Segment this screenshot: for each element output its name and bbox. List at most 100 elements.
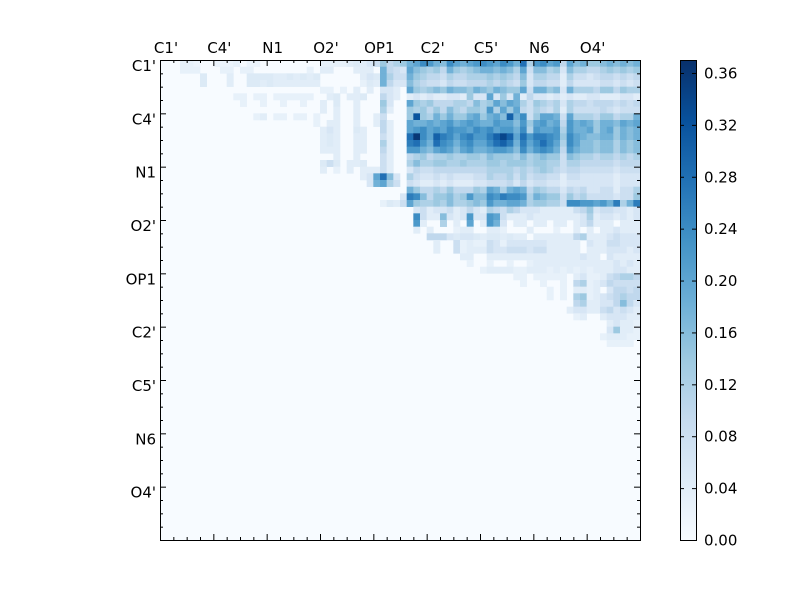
heatmap-cell	[586, 166, 594, 174]
heatmap-cell	[553, 126, 561, 134]
heatmap-cell	[533, 100, 541, 107]
heatmap-cell	[606, 220, 614, 227]
heatmap-cell	[506, 266, 514, 274]
heatmap-cell	[273, 93, 281, 101]
heatmap-cell	[620, 326, 627, 334]
heatmap-cell	[420, 200, 427, 207]
heatmap-cell	[533, 206, 541, 214]
heatmap-cell	[453, 246, 461, 254]
heatmap-cell	[580, 106, 587, 114]
heatmap-cell	[506, 253, 514, 261]
heatmap-cell	[493, 73, 501, 81]
heatmap-cell	[306, 93, 314, 101]
heatmap-cell	[533, 253, 541, 261]
heatmap-cell	[546, 73, 554, 81]
heatmap-cell	[493, 240, 501, 247]
heatmap-cell	[506, 140, 514, 147]
heatmap-cell	[380, 113, 387, 121]
heatmap-cell	[413, 126, 421, 134]
heatmap-cell	[560, 93, 567, 101]
heatmap-cell	[580, 153, 587, 161]
heatmap-cell	[520, 160, 527, 167]
heatmap-cell	[560, 246, 567, 254]
heatmap-cell	[633, 233, 641, 241]
heatmap-cell	[426, 173, 434, 181]
heatmap-cell	[613, 140, 621, 147]
heatmap-cell	[446, 120, 454, 127]
heatmap-cell	[553, 120, 561, 127]
heatmap-cell	[620, 240, 627, 247]
heatmap-cell	[606, 280, 614, 287]
heatmap-cell	[593, 113, 601, 121]
heatmap-cell	[420, 133, 427, 141]
heatmap-cell	[386, 180, 394, 187]
heatmap-cell	[426, 226, 434, 234]
heatmap-cell	[513, 146, 521, 154]
heatmap-cell	[613, 106, 621, 114]
heatmap-cell	[406, 73, 414, 81]
heatmap-cell	[600, 120, 607, 127]
heatmap-cell	[480, 126, 487, 134]
heatmap-cell	[413, 60, 421, 67]
y-tick-label: C4'	[132, 110, 156, 128]
heatmap-cell	[466, 246, 474, 254]
heatmap-cell	[453, 226, 461, 234]
heatmap-cell	[540, 146, 547, 154]
heatmap-cell	[560, 146, 567, 154]
heatmap-cell	[620, 306, 627, 314]
heatmap-cell	[326, 126, 334, 134]
heatmap-cell	[546, 173, 554, 181]
heatmap-cell	[540, 220, 547, 227]
heatmap-cell	[533, 266, 541, 274]
heatmap-cell	[593, 293, 601, 301]
heatmap-cell	[540, 266, 547, 274]
heatmap-cell	[446, 160, 454, 167]
heatmap-cell	[533, 133, 541, 141]
heatmap-cell	[473, 193, 481, 201]
heatmap-cell	[473, 240, 481, 247]
heatmap-cell	[520, 120, 527, 127]
heatmap-cell	[333, 120, 341, 127]
heatmap-cell	[453, 160, 461, 167]
heatmap-cell	[500, 60, 507, 67]
heatmap-cell	[313, 120, 321, 127]
heatmap-cell	[540, 173, 547, 181]
heatmap-cell	[533, 80, 541, 87]
heatmap-cell	[533, 160, 541, 167]
heatmap-cell	[373, 60, 381, 67]
heatmap-cell	[580, 66, 587, 74]
heatmap-cell	[513, 93, 521, 101]
heatmap-cell	[273, 80, 281, 87]
heatmap-cell	[520, 253, 527, 261]
heatmap-cell	[580, 306, 587, 314]
heatmap-cell	[600, 140, 607, 147]
heatmap-cell	[426, 180, 434, 187]
heatmap-cell	[533, 73, 541, 81]
heatmap-cell	[513, 240, 521, 247]
heatmap-cell	[633, 273, 641, 281]
heatmap-cell	[553, 213, 561, 221]
heatmap-cell	[353, 160, 361, 167]
heatmap-cell	[560, 160, 567, 167]
heatmap-cell	[600, 113, 607, 121]
heatmap-cell	[613, 113, 621, 121]
heatmap-cell	[573, 206, 581, 214]
heatmap-cell	[526, 93, 534, 101]
heatmap-cell	[426, 86, 434, 94]
heatmap-cell	[506, 66, 514, 74]
heatmap-cell	[380, 160, 387, 167]
heatmap-cell	[446, 186, 454, 194]
heatmap-cell	[633, 120, 641, 127]
heatmap-cell	[460, 73, 467, 81]
heatmap-cell	[613, 306, 621, 314]
heatmap-cell	[393, 60, 401, 67]
heatmap-cell	[613, 260, 621, 267]
heatmap-cell	[600, 300, 607, 307]
heatmap-cell	[280, 93, 287, 101]
heatmap-cell	[446, 100, 454, 107]
heatmap-cell	[533, 273, 541, 281]
heatmap-cell	[453, 233, 461, 241]
heatmap-cell	[526, 120, 534, 127]
heatmap-cell	[473, 133, 481, 141]
heatmap-cell	[540, 233, 547, 241]
